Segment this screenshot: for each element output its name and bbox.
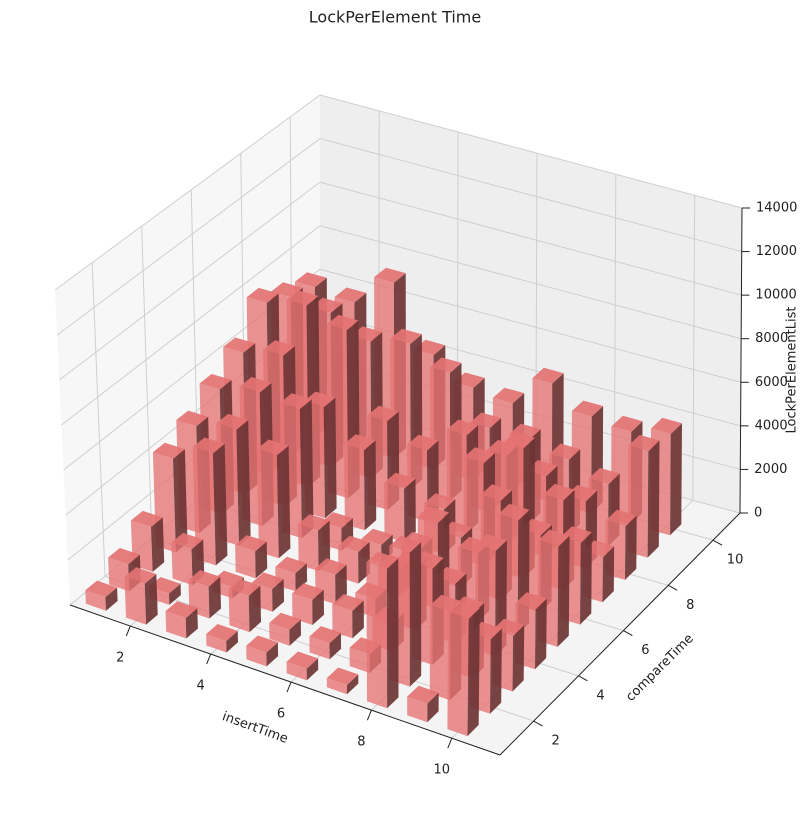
bar-face-side <box>277 446 291 559</box>
z-tick-label: 8000 <box>755 331 788 346</box>
y-tick-label: 10 <box>727 553 744 568</box>
y-tick <box>534 721 543 726</box>
bar <box>125 567 158 624</box>
bar <box>344 434 376 530</box>
bar-face-side <box>670 423 682 535</box>
y-tick-label: 4 <box>596 688 604 703</box>
z-tick-label: 14000 <box>756 201 797 216</box>
bar-face-side <box>490 628 502 713</box>
x-tick <box>367 710 371 720</box>
z-tick-label: 4000 <box>755 418 788 433</box>
y-axis-title: compareTime <box>623 631 696 704</box>
bar-face-front <box>229 589 250 632</box>
z-tick-label: 6000 <box>755 375 788 390</box>
z-axis-title: LockPerElementList <box>785 307 800 434</box>
y-tick <box>713 540 722 545</box>
y-tick-label: 8 <box>686 598 694 613</box>
y-tick <box>579 676 588 681</box>
bar-face-side <box>387 558 399 708</box>
z-tick-label: 12000 <box>756 244 797 259</box>
bar-face-front <box>366 562 387 708</box>
y-tick <box>668 585 677 590</box>
bar <box>229 579 261 632</box>
bar-face-side <box>558 536 570 647</box>
x-tick-label: 4 <box>197 679 205 694</box>
x-tick-label: 2 <box>116 651 124 666</box>
x-tick-label: 8 <box>357 735 365 750</box>
bar-face-front <box>430 605 451 700</box>
bar-face-side <box>324 398 337 519</box>
z-tick-label: 10000 <box>755 288 796 303</box>
y-tick-label: 2 <box>552 734 560 749</box>
x-tick-label: 6 <box>277 707 285 722</box>
y-tick-label: 6 <box>641 643 649 658</box>
bar-face-front <box>447 612 468 736</box>
x-tick-label: 10 <box>434 763 451 778</box>
x-tick <box>448 738 452 748</box>
bar-face-side <box>364 440 376 530</box>
z-tick-label: 0 <box>754 506 762 521</box>
bar-face-side <box>535 599 547 670</box>
chart-title: LockPerElement Time <box>309 8 481 27</box>
bar-face-side <box>580 532 592 624</box>
bar <box>447 602 479 737</box>
bar-face-side <box>648 440 660 557</box>
bar <box>384 473 416 543</box>
bar <box>235 535 267 578</box>
x-tick <box>207 654 211 664</box>
bar-face-front <box>125 577 147 625</box>
x-tick <box>287 682 291 692</box>
bar <box>366 552 398 708</box>
y-tick <box>623 631 632 636</box>
x-tick <box>126 626 130 636</box>
bar-face-side <box>468 608 480 736</box>
bar-face-front <box>171 543 192 586</box>
bar-face-side <box>513 625 525 692</box>
bar-face-side <box>410 542 422 687</box>
bar-face-side <box>151 517 164 572</box>
z-tick-label: 2000 <box>754 462 787 477</box>
